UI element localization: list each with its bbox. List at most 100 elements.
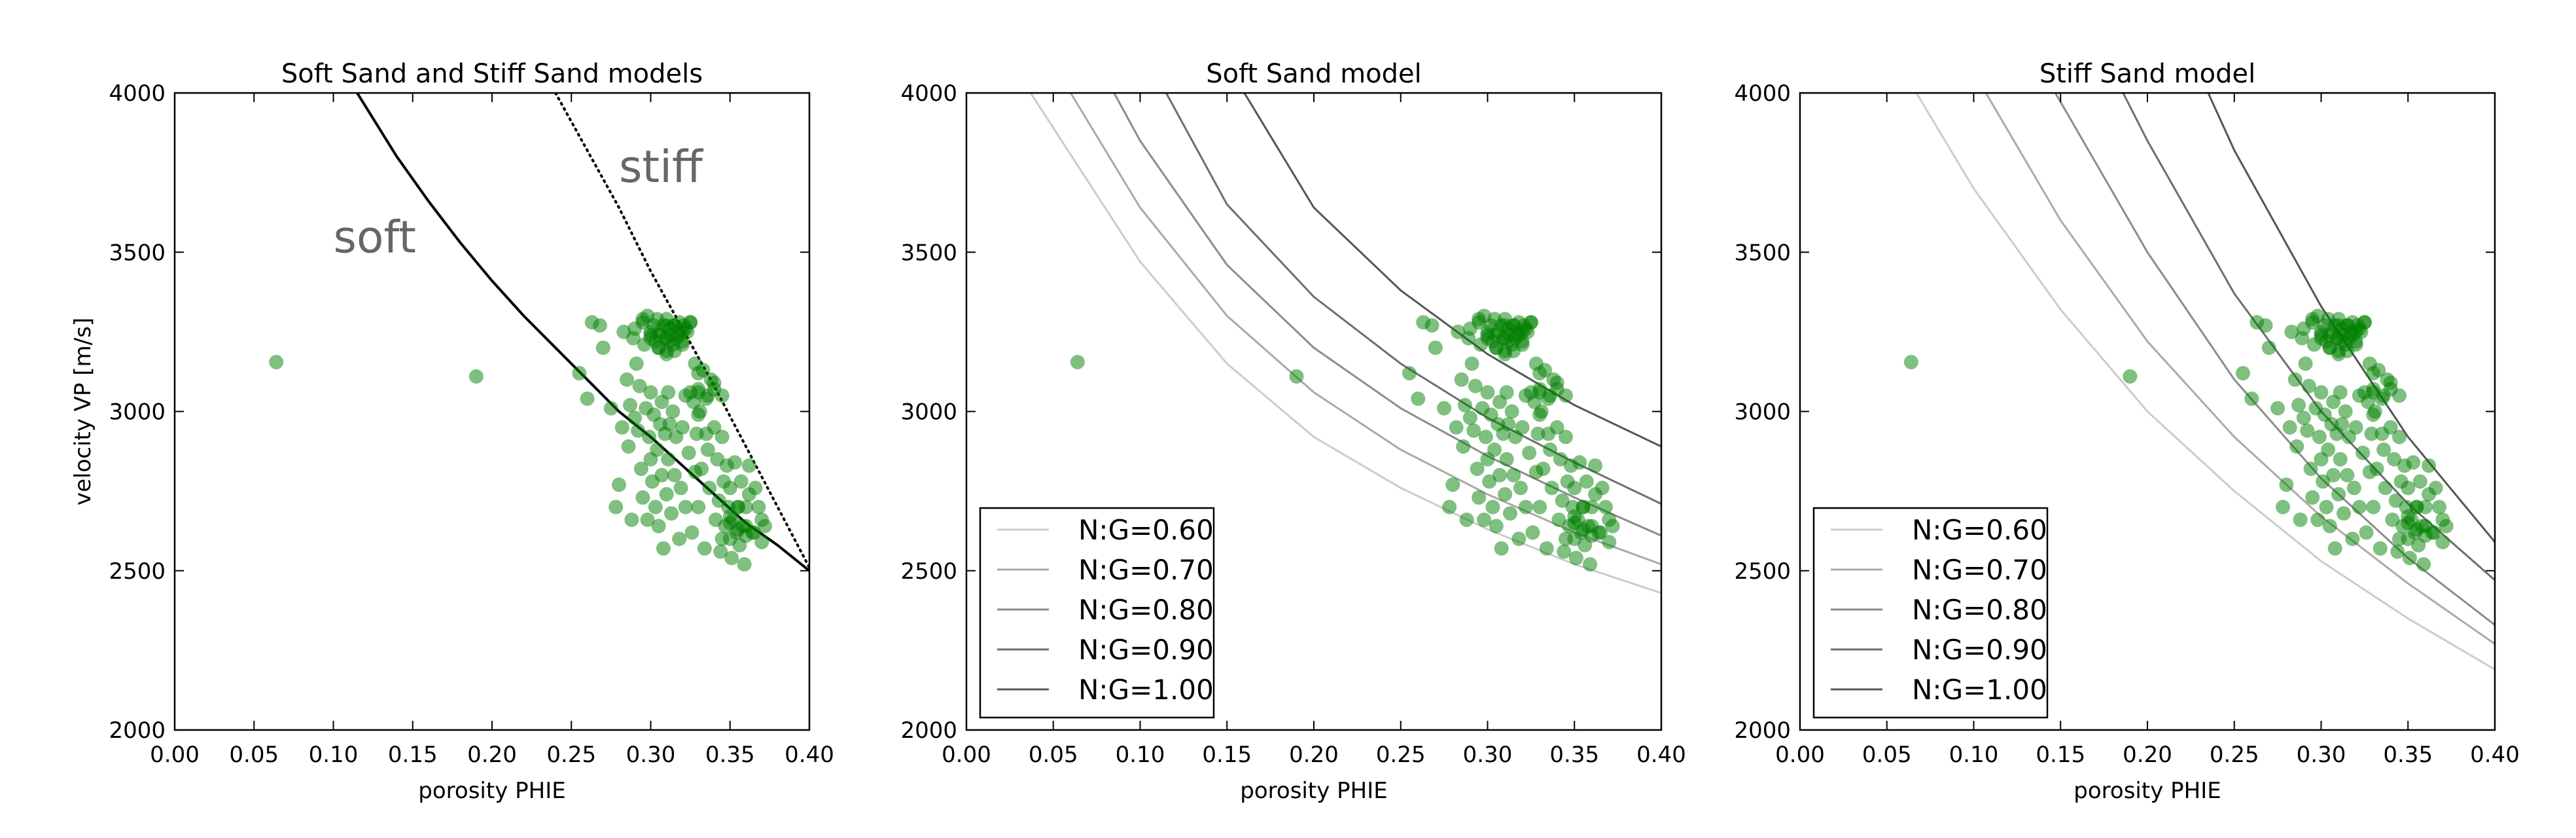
data-point	[650, 442, 665, 457]
data-point	[697, 541, 712, 556]
chart-title: Soft Sand model	[1206, 59, 1422, 89]
data-point	[739, 528, 753, 543]
x-tick-label: 0.40	[1636, 742, 1686, 768]
data-point	[728, 455, 742, 470]
data-point	[1559, 429, 1573, 445]
data-point	[2406, 455, 2421, 470]
x-tick-label: 0.00	[942, 742, 991, 768]
data-point	[2388, 493, 2403, 508]
x-tick-label: 0.15	[1202, 742, 1252, 768]
data-point	[2418, 528, 2433, 543]
data-point	[700, 442, 715, 457]
data-point	[1602, 535, 1617, 549]
data-point	[1411, 392, 1426, 406]
data-point	[1549, 375, 1564, 390]
data-point	[1506, 467, 1521, 483]
legend-box	[979, 507, 1215, 719]
data-point	[1598, 500, 1613, 515]
data-point	[2378, 481, 2393, 496]
x-axis-label: porosity PHIE	[2073, 778, 2221, 804]
y-tick-label: 2000	[109, 718, 166, 744]
data-point	[614, 420, 629, 435]
data-point	[1466, 423, 1481, 438]
data-point	[1559, 532, 1573, 547]
plot-area	[1029, 93, 1661, 594]
data-point	[2333, 385, 2348, 400]
data-point	[2310, 512, 2325, 527]
data-point	[1487, 442, 1502, 457]
data-point	[2337, 506, 2351, 521]
y-tick-label: 3500	[1734, 240, 1791, 266]
legend-label: N:G=0.60	[1078, 514, 1214, 546]
data-point	[1541, 392, 1556, 406]
data-point	[2316, 474, 2331, 489]
series-line-n-g-0-70	[1985, 93, 2495, 645]
data-point	[1553, 452, 1568, 467]
data-point	[2319, 500, 2334, 515]
y-tick-label: 2500	[1734, 558, 1791, 585]
data-point	[2364, 426, 2379, 441]
x-tick-label: 0.30	[2297, 742, 2346, 768]
data-point	[2357, 385, 2372, 400]
data-point	[1532, 407, 1547, 422]
data-point	[1536, 462, 1551, 477]
data-point	[1498, 318, 1513, 333]
data-point	[1451, 324, 1466, 339]
data-point	[684, 525, 699, 540]
data-point	[1289, 369, 1304, 384]
data-point	[694, 462, 709, 477]
x-tick-label: 0.35	[1549, 742, 1599, 768]
y-tick-label: 2500	[109, 558, 166, 585]
data-point	[1559, 388, 1573, 403]
data-point	[612, 477, 626, 492]
data-point	[667, 467, 682, 483]
data-point	[1437, 401, 1452, 416]
data-point	[691, 366, 706, 381]
series-line-soft	[356, 93, 809, 572]
legend-label: N:G=1.00	[1912, 674, 2047, 706]
data-point	[635, 312, 650, 327]
data-point	[656, 541, 671, 556]
data-point	[1489, 519, 1504, 534]
y-tick-label: 3500	[109, 240, 166, 266]
data-point	[2422, 487, 2437, 501]
data-point	[2348, 420, 2363, 435]
data-point	[2333, 452, 2348, 467]
data-point	[1485, 500, 1500, 515]
data-point	[2284, 324, 2299, 339]
x-tick-label: 0.20	[467, 742, 517, 768]
data-point	[2376, 442, 2391, 457]
data-point	[1602, 512, 1617, 527]
data-point	[1472, 312, 1487, 327]
legend-label: N:G=0.80	[1078, 594, 1214, 626]
data-point	[2392, 429, 2407, 445]
data-point	[662, 417, 677, 431]
annotation-stiff: stiff	[619, 141, 704, 193]
data-point	[2369, 462, 2384, 477]
y-tick-label: 4000	[109, 81, 166, 107]
data-point	[2335, 417, 2350, 431]
x-tick-label: 0.10	[1116, 742, 1165, 768]
x-tick-label: 0.30	[626, 742, 676, 768]
data-point	[2282, 420, 2297, 435]
series-line-stiff	[554, 93, 809, 569]
data-point	[2345, 532, 2360, 547]
data-point	[2276, 500, 2291, 515]
data-point	[1518, 500, 1533, 515]
x-tick-label: 0.25	[1376, 742, 1426, 768]
data-point	[2346, 481, 2361, 496]
data-point	[2298, 356, 2313, 371]
data-point	[2401, 481, 2416, 496]
data-point	[661, 452, 676, 467]
data-point	[715, 388, 730, 403]
data-point	[1468, 378, 1483, 393]
data-point	[1584, 528, 1599, 543]
legend: N:G=0.60 N:G=0.70 N:G=0.80 N:G=0.90 N:G=1.00	[979, 507, 1215, 719]
legend-label: N:G=0.70	[1912, 554, 2047, 586]
data-point	[2392, 532, 2407, 547]
data-point	[2383, 375, 2398, 390]
data-point	[678, 500, 693, 515]
data-point	[741, 487, 756, 501]
data-point	[2314, 385, 2329, 400]
data-point	[592, 318, 607, 333]
